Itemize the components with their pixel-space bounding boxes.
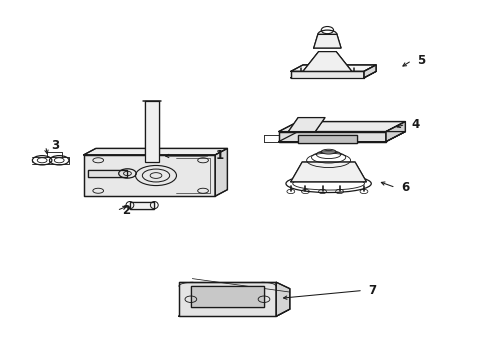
Polygon shape [278,132,405,141]
Text: 3: 3 [51,139,59,152]
Polygon shape [303,51,351,71]
Text: 6: 6 [401,181,408,194]
Text: 1: 1 [216,149,224,162]
Polygon shape [190,286,264,307]
Polygon shape [215,148,227,196]
Polygon shape [88,170,127,177]
Polygon shape [290,162,366,182]
Text: 2: 2 [122,204,130,217]
Polygon shape [83,155,215,196]
Polygon shape [178,282,276,316]
Text: 5: 5 [417,54,425,67]
Polygon shape [278,122,405,132]
Polygon shape [298,135,356,143]
Text: 7: 7 [368,284,376,297]
Polygon shape [178,309,289,316]
Polygon shape [290,65,375,71]
Text: 4: 4 [410,118,418,131]
Polygon shape [290,71,363,78]
Polygon shape [145,101,158,162]
Polygon shape [313,35,340,48]
Polygon shape [290,71,375,78]
Polygon shape [363,65,375,78]
Polygon shape [278,132,385,141]
Polygon shape [83,148,227,155]
Polygon shape [288,118,325,132]
Polygon shape [276,282,289,316]
Polygon shape [130,202,154,209]
Polygon shape [385,122,405,141]
